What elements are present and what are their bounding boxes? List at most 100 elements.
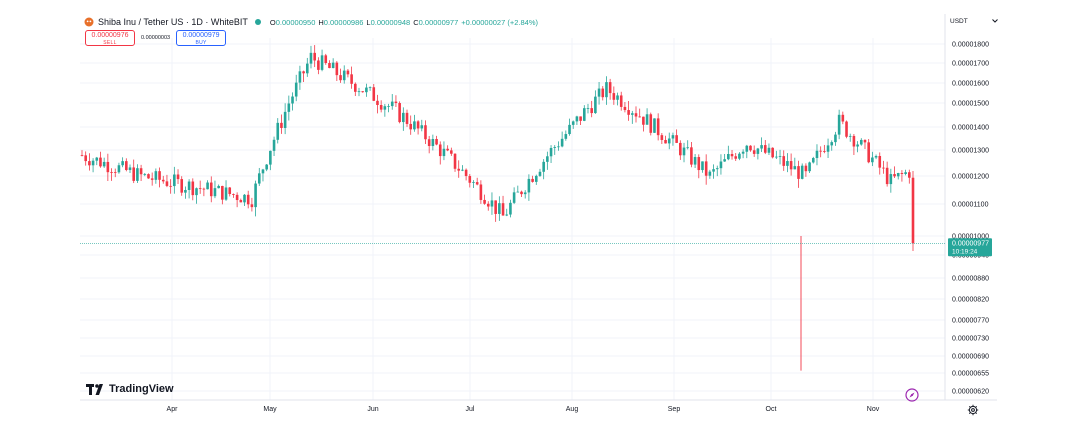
candle [479, 180, 483, 204]
candle [187, 179, 191, 199]
candle [446, 145, 449, 152]
candle [649, 112, 653, 136]
candle [815, 144, 819, 166]
candle [560, 131, 564, 148]
candle [834, 131, 837, 146]
gear-icon[interactable] [967, 404, 979, 416]
tradingview-logo-icon [86, 383, 103, 395]
candle [420, 119, 424, 132]
candle [102, 157, 106, 168]
candle [309, 45, 313, 69]
y-tick-label: 0.00001500 [952, 101, 989, 108]
candle [106, 153, 110, 181]
shiba-logo-icon [84, 17, 94, 27]
x-tick-label: Aug [566, 406, 579, 413]
candle [627, 100, 630, 121]
candle [387, 103, 390, 113]
y-tick-label: 0.00000655 [952, 371, 989, 378]
candle [900, 170, 904, 182]
candle [520, 190, 523, 197]
candle [579, 116, 582, 126]
candle [505, 208, 509, 217]
candle [324, 53, 328, 65]
candle [553, 145, 557, 155]
tradingview-branding[interactable]: TradingView [86, 383, 174, 395]
candle [121, 157, 124, 168]
chart-header: Shiba Inu / Tether US · 1D · WhiteBIT O0… [84, 14, 538, 30]
x-tick-label: Apr [167, 406, 179, 413]
ohlc-close: C0.00000977 [413, 17, 459, 27]
candle [184, 186, 187, 199]
candle [254, 180, 257, 217]
buy-button[interactable]: 0.00000979 BUY [176, 30, 227, 46]
candle [682, 142, 686, 163]
candle [276, 118, 280, 144]
sell-button[interactable]: 0.00000976 SELL [85, 30, 135, 46]
buy-label: BUY [195, 39, 207, 46]
candle [379, 100, 383, 113]
sell-label: SELL [103, 39, 117, 46]
candle [752, 145, 756, 157]
candle [302, 70, 305, 83]
candle [235, 192, 239, 208]
candle [413, 114, 416, 132]
candle [590, 100, 593, 118]
candle [793, 157, 797, 170]
symbol-title[interactable]: Shiba Inu / Tether US · 1D · WhiteBIT [98, 17, 248, 27]
candle [575, 115, 579, 126]
compass-icon[interactable] [905, 388, 919, 402]
candle [250, 197, 254, 212]
x-tick-label: Jul [466, 406, 475, 413]
candle [335, 61, 339, 81]
candle [320, 49, 324, 72]
candle [789, 153, 793, 176]
candle [797, 160, 800, 188]
candle [778, 149, 782, 165]
candle [150, 172, 154, 186]
currency-selector[interactable]: USDT [950, 15, 998, 27]
candle [383, 103, 387, 117]
candle [475, 177, 479, 186]
candle [427, 135, 431, 154]
y-tick-label: 0.00001600 [952, 81, 989, 88]
candle [645, 108, 649, 125]
candle [601, 86, 605, 101]
grid [80, 14, 997, 401]
candle [147, 173, 150, 179]
y-tick-label: 0.00000770 [952, 318, 989, 325]
y-tick-label: 0.00001000 [952, 234, 989, 241]
candle [472, 180, 475, 188]
candle [653, 118, 656, 134]
candle [416, 120, 420, 135]
ohlc-change: +0.00000027 (+2.84%) [461, 17, 538, 27]
candle [771, 147, 774, 159]
candle [852, 134, 856, 156]
candle [80, 150, 84, 157]
candle [893, 166, 896, 178]
candle [564, 130, 568, 141]
y-tick-label: 0.00001100 [952, 202, 989, 209]
candle [837, 109, 841, 140]
y-tick-label: 0.00000620 [952, 389, 989, 396]
candle [586, 103, 590, 114]
candle [523, 190, 527, 199]
trade-panel: 0.00000976 SELL 0.00000003 0.00000979 BU… [85, 30, 227, 46]
candle [660, 132, 664, 145]
candle [664, 135, 667, 144]
candle [198, 180, 202, 194]
candle [597, 81, 601, 105]
candle [113, 168, 117, 178]
candle [734, 153, 738, 161]
candle [859, 138, 863, 146]
candle [195, 187, 198, 204]
candle [99, 151, 102, 168]
y-tick-label: 0.00001700 [952, 61, 989, 68]
candle [509, 199, 512, 218]
candle [180, 176, 184, 196]
candle [889, 168, 893, 193]
candle [376, 94, 379, 114]
candle [715, 165, 719, 177]
candle [110, 168, 113, 181]
